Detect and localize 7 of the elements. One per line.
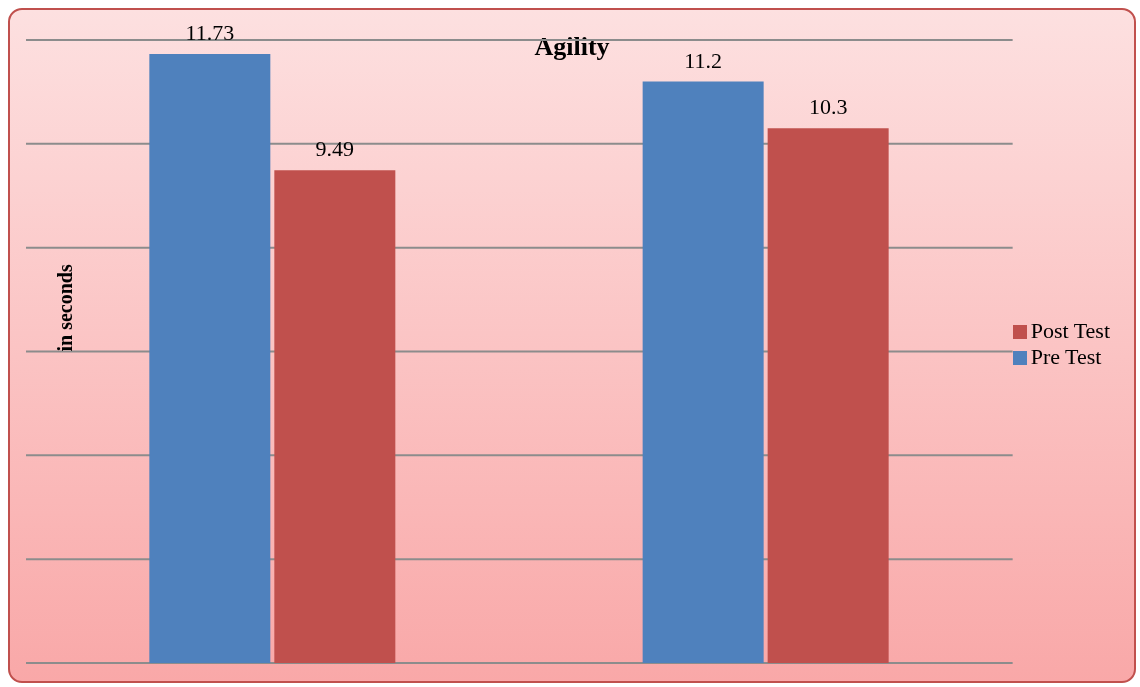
legend-label: Pre Test [1030,343,1102,369]
data-label: 11.2 [684,47,722,73]
legend-label: Post Test [1030,317,1110,343]
y-axis-title: in seconds [54,264,77,352]
data-label: 11.73 [185,20,235,46]
data-label: 10.3 [808,94,848,120]
data-label: 9.49 [315,136,355,162]
